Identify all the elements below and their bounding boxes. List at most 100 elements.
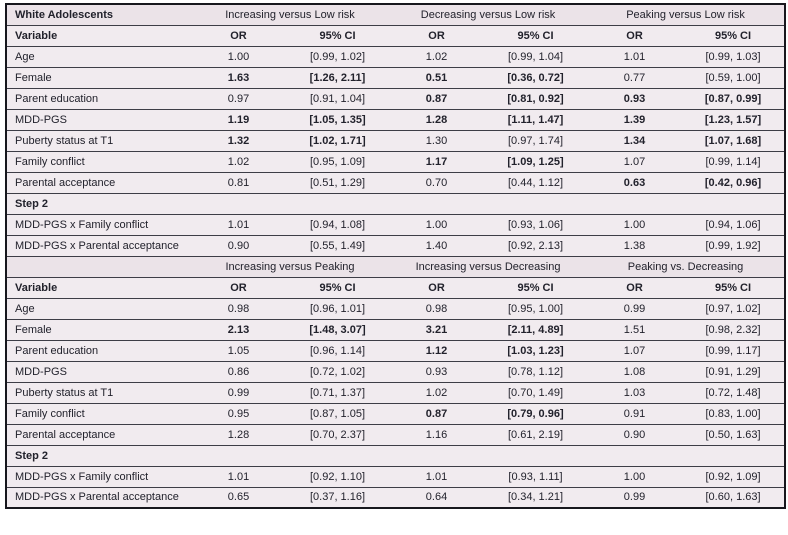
ci-value: [0.37, 1.16] <box>286 486 390 508</box>
or-value: 2.13 <box>191 318 286 340</box>
or-value: 1.07 <box>587 339 683 361</box>
or-header: OR <box>587 276 683 298</box>
table-row: Parental acceptance 0.81 [0.51, 1.29] 0.… <box>6 171 786 193</box>
results-table-body: White Adolescents Increasing versus Low … <box>6 3 786 508</box>
row-label: MDD-PGS <box>6 108 191 130</box>
or-value: 1.63 <box>191 66 286 88</box>
or-value: 1.00 <box>587 213 683 235</box>
or-value: 1.03 <box>587 381 683 403</box>
ci-value: [0.81, 0.92] <box>484 87 588 109</box>
ci-value: [0.55, 1.49] <box>286 234 390 256</box>
or-header: OR <box>191 24 286 46</box>
or-value: 1.08 <box>587 360 683 382</box>
or-value: 1.00 <box>191 45 286 67</box>
row-label: Puberty status at T1 <box>6 381 191 403</box>
table-row: MDD-PGS x Parental acceptance 0.65 [0.37… <box>6 486 786 508</box>
ci-header: 95% CI <box>286 24 390 46</box>
or-value: 3.21 <box>389 318 485 340</box>
or-value: 1.02 <box>191 150 286 172</box>
group-header: Increasing versus Peaking <box>191 255 390 277</box>
ci-value: [0.93, 1.11] <box>484 465 588 487</box>
or-value: 1.19 <box>191 108 286 130</box>
or-value: 1.28 <box>191 423 286 445</box>
or-header: OR <box>587 24 683 46</box>
or-value: 1.12 <box>389 339 485 361</box>
ci-value: [0.99, 1.02] <box>286 45 390 67</box>
ci-value: [0.98, 2.32] <box>682 318 786 340</box>
or-header: OR <box>191 276 286 298</box>
ci-value: [1.48, 3.07] <box>286 318 390 340</box>
page: { "colors": { "row_bg": "#f1ebef", "band… <box>0 3 788 535</box>
or-value: 0.81 <box>191 171 286 193</box>
row-label: Family conflict <box>6 150 191 172</box>
ci-header: 95% CI <box>484 24 588 46</box>
results-table: White Adolescents Increasing versus Low … <box>5 3 787 509</box>
or-value: 1.32 <box>191 129 286 151</box>
or-value: 1.00 <box>389 213 485 235</box>
table-row: MDD-PGS x Family conflict 1.01 [0.92, 1.… <box>6 465 786 487</box>
variable-header: Variable <box>6 24 191 46</box>
or-value: 0.70 <box>389 171 485 193</box>
row-label: MDD-PGS x Family conflict <box>6 213 191 235</box>
or-value: 0.98 <box>191 297 286 319</box>
ci-value: [0.91, 1.29] <box>682 360 786 382</box>
row-label: MDD-PGS x Parental acceptance <box>6 486 191 508</box>
row-label: Age <box>6 297 191 319</box>
row-label: Female <box>6 66 191 88</box>
ci-value: [1.07, 1.68] <box>682 129 786 151</box>
or-header: OR <box>389 276 485 298</box>
row-label: MDD-PGS <box>6 360 191 382</box>
or-value: 0.65 <box>191 486 286 508</box>
or-value: 1.02 <box>389 45 485 67</box>
or-value: 0.90 <box>191 234 286 256</box>
or-value: 0.64 <box>389 486 485 508</box>
ci-value: [2.11, 4.89] <box>484 318 588 340</box>
or-value: 1.01 <box>191 465 286 487</box>
row-label: Female <box>6 318 191 340</box>
or-value: 0.77 <box>587 66 683 88</box>
or-value: 1.39 <box>587 108 683 130</box>
ci-value: [0.96, 1.01] <box>286 297 390 319</box>
or-value: 0.93 <box>389 360 485 382</box>
or-value: 0.91 <box>587 402 683 424</box>
ci-value: [0.92, 1.10] <box>286 465 390 487</box>
table-row: Age 0.98 [0.96, 1.01] 0.98 [0.95, 1.00] … <box>6 297 786 319</box>
table-row: Female 1.63 [1.26, 2.11] 0.51 [0.36, 0.7… <box>6 66 786 88</box>
or-value: 1.02 <box>389 381 485 403</box>
or-value: 1.01 <box>389 465 485 487</box>
ci-value: [0.91, 1.04] <box>286 87 390 109</box>
table-row: Parent education 1.05 [0.96, 1.14] 1.12 … <box>6 339 786 361</box>
ci-value: [0.59, 1.00] <box>682 66 786 88</box>
group-header: Increasing versus Decreasing <box>389 255 588 277</box>
group-header: Increasing versus Low risk <box>191 3 390 25</box>
row-label: Parental acceptance <box>6 423 191 445</box>
table-row: Puberty status at T1 0.99 [0.71, 1.37] 1… <box>6 381 786 403</box>
row-label: Parent education <box>6 339 191 361</box>
row-label: Parental acceptance <box>6 171 191 193</box>
column-header-row: Variable OR 95% CI OR 95% CI OR 95% CI <box>6 276 786 298</box>
ci-value: [0.44, 1.12] <box>484 171 588 193</box>
or-value: 0.95 <box>191 402 286 424</box>
variable-header: Variable <box>6 276 191 298</box>
ci-value: [0.72, 1.02] <box>286 360 390 382</box>
ci-value: [1.09, 1.25] <box>484 150 588 172</box>
or-value: 1.07 <box>587 150 683 172</box>
table-row: MDD-PGS 0.86 [0.72, 1.02] 0.93 [0.78, 1.… <box>6 360 786 382</box>
or-value: 0.87 <box>389 87 485 109</box>
ci-value: [1.23, 1.57] <box>682 108 786 130</box>
ci-value: [0.70, 2.37] <box>286 423 390 445</box>
step2-label: Step 2 <box>6 444 786 466</box>
or-value: 1.30 <box>389 129 485 151</box>
ci-value: [0.51, 1.29] <box>286 171 390 193</box>
or-value: 0.87 <box>389 402 485 424</box>
or-value: 1.28 <box>389 108 485 130</box>
ci-header: 95% CI <box>286 276 390 298</box>
ci-value: [0.99, 1.03] <box>682 45 786 67</box>
ci-value: [0.71, 1.37] <box>286 381 390 403</box>
step2-row: Step 2 <box>6 444 786 466</box>
step2-row: Step 2 <box>6 192 786 214</box>
row-label: MDD-PGS x Family conflict <box>6 465 191 487</box>
ci-value: [0.36, 0.72] <box>484 66 588 88</box>
table-row: MDD-PGS x Parental acceptance 0.90 [0.55… <box>6 234 786 256</box>
ci-header: 95% CI <box>484 276 588 298</box>
